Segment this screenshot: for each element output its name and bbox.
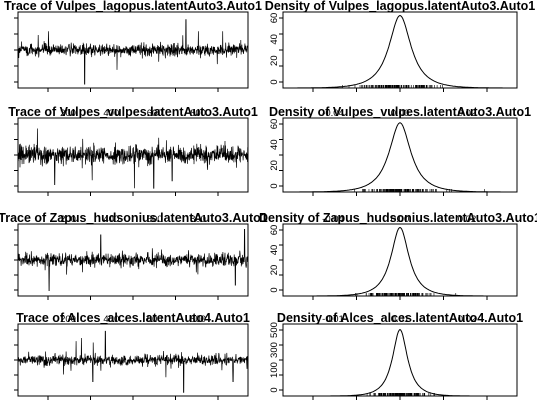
plot-frame [282,323,518,397]
chart-title: Density of Vulpes_vulpes.latentAuto3.Aut… [269,105,531,119]
y-tick-label: 40 [269,34,280,45]
density-curve [283,329,517,397]
density-panel: Density of Zapus_hudsonius.latentAuto3.A… [259,211,537,300]
plot-frame [282,11,518,89]
x-tick-label: 0.01 [391,314,410,325]
x-tick-label: -0.04 [322,214,344,225]
y-tick-label: 20 [269,55,280,66]
x-tick-label: 600 [147,214,163,225]
x-tick-label: -0.01 [322,314,344,325]
y-tick-label: 40 [269,139,280,150]
chart-title: Density of Vulpes_lagopus.latentAuto3.Au… [265,0,535,13]
y-tick-label: 0 [269,183,280,188]
chart-title: Density of Zapus_hudsonius.latentAuto3.A… [259,211,537,225]
trace-panel: Trace of Vulpes_lagopus.latentAuto3.Auto… [4,0,262,92]
y-tick-label: 0 [269,387,280,392]
y-tick-label: 0 [269,287,280,292]
trace-panel: Trace of Vulpes_vulpes.latentAuto3.Auto1… [8,105,258,196]
density-curve [283,15,517,89]
density-panel: Density of Vulpes_vulpes.latentAuto3.Aut… [269,105,531,196]
trace-line [17,128,249,189]
x-tick-label: 200 [60,108,76,119]
density-panel: Density of Vulpes_lagopus.latentAuto3.Au… [265,0,535,92]
x-tick-label: 600 [147,314,163,325]
x-tick-label: 600 [147,108,163,119]
density-curve [283,122,517,193]
density-curve [283,227,517,297]
chart-title: Trace of Vulpes_vulpes.latentAuto3.Auto1 [8,105,258,119]
y-tick-label: 300 [269,342,280,358]
trace-line [17,19,249,85]
x-tick-label: 400 [103,108,119,119]
y-tick-label: 500 [269,322,280,338]
y-tick-label: 100 [269,362,280,378]
y-tick-label: 60 [269,13,280,24]
x-tick-label: 800 [190,214,206,225]
x-tick-label: 0.02 [458,314,477,325]
x-tick-label: 0.00 [391,214,410,225]
y-tick-label: 40 [269,245,280,256]
plot-frame [282,117,518,193]
trace-line [17,229,249,291]
y-tick-label: 60 [269,119,280,130]
plot-frame [282,223,518,297]
x-tick-label: 800 [190,108,206,119]
x-tick-label: 200 [60,314,76,325]
x-tick-label: -0.04 [322,108,344,119]
x-tick-label: 400 [103,214,119,225]
x-tick-label: 800 [190,314,206,325]
y-tick-label: 0 [269,79,280,84]
x-tick-label: 200 [60,214,76,225]
y-tick-label: 60 [269,225,280,236]
trace-line [17,330,249,393]
chart-title: Density of Alces_alces.latentAuto4.Auto1 [277,311,523,325]
trace-panel: Trace of Zapus_hudsonius.latentAuto3.Aut… [0,211,268,300]
chart-title: Trace of Zapus_hudsonius.latentAuto3.Aut… [0,211,268,225]
x-tick-label: 0.00 [391,108,410,119]
x-tick-label: 0.02 [458,214,477,225]
y-tick-label: 20 [269,265,280,276]
density-panel: Density of Alces_alces.latentAuto4.Auto1… [269,311,523,400]
y-tick-label: 20 [269,160,280,171]
trace-panel: Trace of Alces_alces.latentAuto4.Auto120… [14,311,250,400]
x-tick-label: 0.02 [458,108,477,119]
x-tick-label: 400 [103,314,119,325]
chart-title: Trace of Vulpes_lagopus.latentAuto3.Auto… [4,0,262,13]
chart-title: Trace of Alces_alces.latentAuto4.Auto1 [16,311,250,325]
